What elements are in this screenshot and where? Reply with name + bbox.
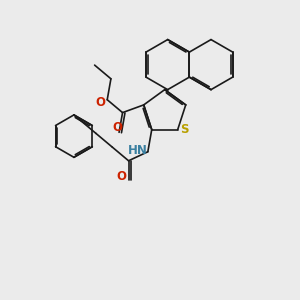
Text: HN: HN	[128, 144, 148, 157]
Text: S: S	[180, 123, 188, 136]
Text: O: O	[116, 170, 126, 183]
Text: O: O	[112, 121, 123, 134]
Text: O: O	[96, 96, 106, 109]
